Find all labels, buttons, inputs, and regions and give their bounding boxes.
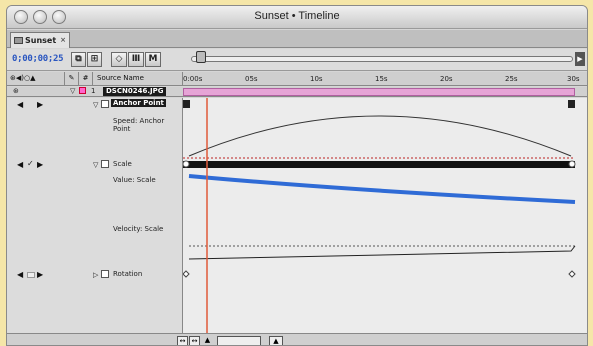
layer-name[interactable]: DSCN0246.JPG: [103, 87, 167, 96]
layer-outline-pane: ◀ ▶ ▽ Anchor Point Speed: Anchor Point ◀…: [7, 98, 183, 333]
zoom-window-button[interactable]: [52, 10, 66, 24]
speed-graph-label: Speed: Anchor Point: [113, 117, 165, 133]
keyframe-marker[interactable]: [183, 100, 190, 108]
ruler-tick: 05s: [245, 75, 258, 83]
next-keyframe-icon[interactable]: ▶: [37, 100, 44, 109]
time-ruler[interactable]: 0:00s 05s 10s 15s 20s 25s 30s: [183, 72, 587, 86]
timeline-controls: 0;00;00;25 ⧉ ⊞ ◇ Ⅲ M ▶: [7, 49, 587, 71]
visibility-icon[interactable]: ⊛: [13, 87, 19, 95]
source-name-header[interactable]: Source Name: [93, 72, 183, 86]
title-bar: Sunset • Timeline: [7, 6, 587, 29]
ruler-tick: 30s: [567, 75, 580, 83]
keyframe-marker[interactable]: [568, 100, 575, 108]
tab-bar: Sunset ×: [7, 30, 587, 48]
label-color-icon[interactable]: [79, 87, 86, 94]
keyframe-check-icon[interactable]: ✓: [27, 159, 34, 168]
expand-icon[interactable]: ↔: [177, 336, 188, 345]
twirl-down-icon[interactable]: ▽: [93, 101, 99, 109]
minimize-window-button[interactable]: [33, 10, 47, 24]
keyframe-marker[interactable]: [182, 270, 190, 278]
collapse-icon[interactable]: ↔: [189, 336, 200, 345]
ruler-tick: 10s: [310, 75, 323, 83]
layer-duration-bar[interactable]: [183, 88, 575, 96]
zoom-out-icon[interactable]: ▲: [204, 336, 211, 344]
layer-number: 1: [91, 87, 96, 95]
property-rotation[interactable]: Rotation: [113, 270, 143, 278]
prev-keyframe-icon[interactable]: ◀: [17, 100, 24, 109]
current-time-display[interactable]: 0;00;00;25: [12, 54, 64, 64]
twirl-down-icon[interactable]: ▽: [93, 161, 99, 169]
value-graph-label: Value: Scale: [113, 176, 156, 184]
marker-button[interactable]: M: [145, 52, 161, 67]
twirl-down-icon[interactable]: ▽: [70, 87, 76, 95]
speed-curve[interactable]: [188, 115, 572, 157]
scroll-right-icon[interactable]: ▶: [575, 52, 585, 66]
stopwatch-icon[interactable]: [101, 100, 109, 108]
twirl-right-icon[interactable]: ▷: [93, 271, 99, 279]
column-header: ⊛◀)○▲ ✎ # Source Name 0:00s 05s 10s 15s …: [7, 72, 587, 86]
comp-button-1[interactable]: ⧉: [71, 52, 86, 67]
prev-keyframe-icon[interactable]: ◀: [17, 270, 24, 279]
ruler-tick: 15s: [375, 75, 388, 83]
tab-sunset[interactable]: Sunset ×: [10, 32, 70, 48]
bottom-toolbar: ↔ ↔ ▲ ▲: [7, 333, 587, 345]
scale-keyframe-bar[interactable]: [183, 161, 575, 168]
next-keyframe-icon[interactable]: ▶: [37, 270, 44, 279]
graph-area[interactable]: [182, 98, 587, 333]
prev-keyframe-icon[interactable]: ◀: [17, 160, 24, 169]
property-scale[interactable]: Scale: [113, 160, 132, 168]
keyframe-empty-icon[interactable]: [27, 272, 35, 278]
keyframe-marker[interactable]: [568, 160, 576, 168]
velocity-curve[interactable]: [188, 245, 576, 260]
window-title: Sunset • Timeline: [254, 10, 340, 22]
value-curve[interactable]: [188, 174, 576, 204]
graph-editor-button[interactable]: Ⅲ: [128, 52, 144, 67]
av-features-header: ⊛◀)○▲: [7, 72, 65, 86]
next-keyframe-icon[interactable]: ▶: [37, 160, 44, 169]
time-navigator-slider[interactable]: [191, 56, 573, 62]
keyframe-marker[interactable]: [568, 270, 576, 278]
ruler-tick: 20s: [440, 75, 453, 83]
close-window-button[interactable]: [14, 10, 28, 24]
keyframe-marker[interactable]: [182, 160, 190, 168]
tab-label: Sunset: [25, 36, 57, 45]
number-header: #: [79, 72, 93, 86]
time-navigator-handle[interactable]: [196, 51, 206, 63]
zoom-slider[interactable]: [217, 336, 261, 345]
label-header: ✎: [65, 72, 79, 86]
property-anchor-point[interactable]: Anchor Point: [111, 99, 166, 107]
graph-canvas: [182, 98, 576, 333]
zoom-in-icon[interactable]: ▲: [269, 336, 283, 345]
ruler-tick: 25s: [505, 75, 518, 83]
ruler-tick: 0:00s: [183, 75, 203, 83]
stopwatch-icon[interactable]: [101, 160, 109, 168]
tab-close-icon[interactable]: ×: [60, 36, 66, 44]
timeline-window: Sunset • Timeline Sunset × 0;00;00;25 ⧉ …: [6, 5, 588, 346]
stopwatch-icon[interactable]: [101, 270, 109, 278]
keyframe-button[interactable]: ◇: [111, 52, 127, 67]
layer-row[interactable]: ⊛ ▽ 1 DSCN0246.JPG: [7, 87, 587, 97]
comp-button-2[interactable]: ⊞: [87, 52, 102, 67]
composition-icon: [14, 37, 23, 44]
velocity-graph-label: Velocity: Scale: [113, 225, 164, 233]
